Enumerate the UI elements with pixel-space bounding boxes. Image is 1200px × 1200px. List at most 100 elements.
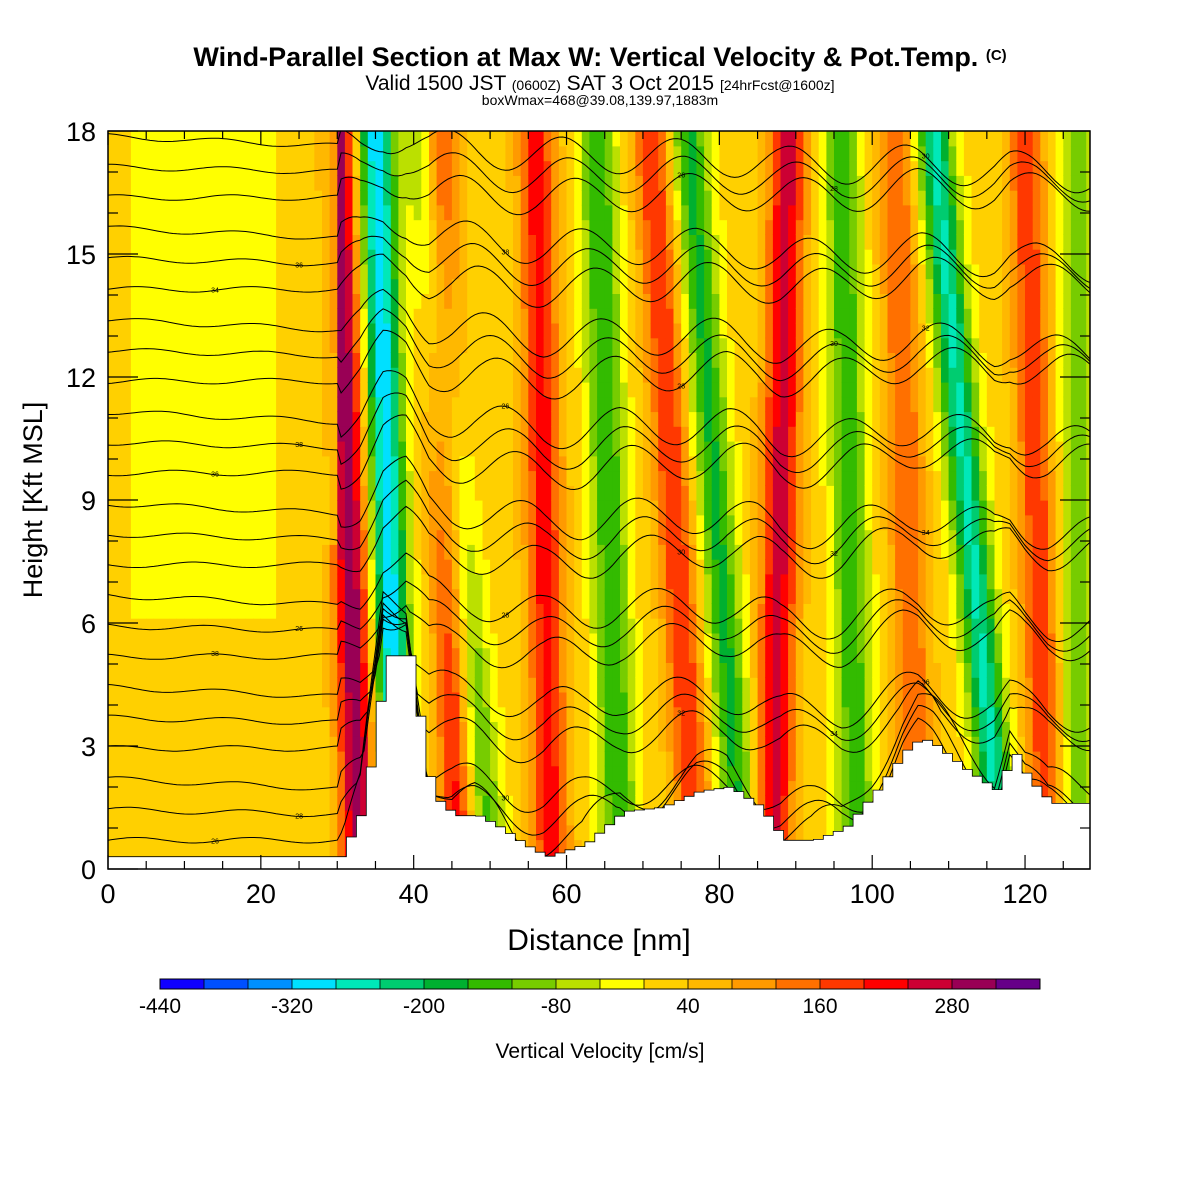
velocity-cell	[536, 219, 545, 235]
velocity-cell	[199, 337, 208, 353]
velocity-cell	[138, 573, 147, 590]
velocity-cell	[642, 618, 652, 634]
velocity-cell	[780, 603, 789, 619]
velocity-cell	[765, 411, 774, 427]
velocity-cell	[291, 308, 300, 324]
velocity-cell	[765, 322, 774, 339]
velocity-cell	[123, 721, 132, 737]
velocity-cell	[108, 559, 117, 575]
velocity-cell	[153, 810, 163, 826]
velocity-cell	[742, 411, 751, 427]
velocity-cell	[742, 308, 751, 324]
velocity-cell	[253, 204, 262, 221]
velocity-cell	[344, 263, 354, 280]
velocity-cell	[299, 677, 308, 693]
velocity-cell	[642, 691, 652, 708]
velocity-cell	[138, 780, 147, 796]
velocity-cell	[153, 780, 163, 796]
velocity-cell	[788, 750, 797, 767]
velocity-cell	[329, 293, 338, 309]
velocity-cell	[841, 647, 850, 663]
velocity-cell	[283, 618, 292, 634]
velocity-cell	[734, 249, 743, 265]
velocity-cell	[352, 455, 361, 472]
velocity-cell	[811, 204, 820, 221]
velocity-cell	[268, 647, 277, 663]
velocity-cell	[520, 204, 529, 221]
velocity-cell	[772, 721, 782, 737]
velocity-cell	[192, 632, 201, 649]
velocity-cell	[497, 485, 506, 501]
velocity-cell	[344, 175, 354, 191]
velocity-cell	[497, 234, 506, 250]
velocity-cell	[467, 455, 476, 472]
velocity-cell	[818, 219, 827, 235]
velocity-cell	[818, 559, 827, 575]
velocity-cell	[474, 131, 483, 147]
velocity-cell	[749, 131, 759, 147]
velocity-cell	[558, 308, 568, 324]
velocity-cell	[566, 485, 575, 501]
velocity-cell	[665, 514, 675, 531]
velocity-cell	[444, 765, 453, 782]
velocity-cell	[658, 160, 667, 176]
velocity-cell	[543, 618, 552, 634]
velocity-cell	[276, 426, 285, 442]
velocity-cell	[276, 441, 285, 457]
velocity-cell	[314, 780, 323, 796]
velocity-cell	[490, 765, 499, 782]
velocity-cell	[169, 662, 178, 678]
velocity-cell	[627, 573, 636, 590]
velocity-cell	[627, 500, 636, 516]
velocity-cell	[834, 308, 843, 324]
velocity-cell	[581, 190, 590, 206]
velocity-cell	[406, 293, 415, 309]
velocity-cell	[337, 618, 346, 634]
velocity-cell	[237, 706, 247, 722]
velocity-cell	[199, 588, 208, 604]
velocity-cell	[780, 367, 789, 383]
velocity-cell	[367, 573, 376, 590]
velocity-cell	[704, 219, 713, 235]
velocity-cell	[811, 721, 820, 737]
velocity-cell	[169, 795, 178, 811]
velocity-cell	[161, 765, 170, 782]
velocity-cell	[138, 455, 147, 472]
velocity-cell	[474, 278, 483, 294]
velocity-cell	[444, 441, 453, 457]
velocity-cell	[536, 544, 545, 560]
velocity-cell	[558, 677, 568, 693]
velocity-cell	[566, 573, 575, 590]
velocity-cell	[406, 603, 415, 619]
velocity-cell	[153, 131, 163, 147]
velocity-cell	[780, 588, 789, 604]
velocity-cell	[482, 750, 491, 767]
velocity-cell	[513, 308, 522, 324]
velocity-cell	[329, 603, 338, 619]
velocity-cell	[536, 662, 545, 678]
velocity-cell	[436, 293, 445, 309]
velocity-cell	[123, 780, 132, 796]
velocity-cell	[222, 677, 231, 693]
velocity-cell	[589, 485, 598, 501]
velocity-cell	[115, 145, 124, 162]
velocity-cell	[757, 765, 766, 782]
velocity-cell	[513, 131, 522, 132]
velocity-cell	[268, 293, 277, 309]
velocity-cell	[780, 381, 789, 398]
velocity-cell	[543, 544, 552, 560]
velocity-cell	[176, 485, 185, 501]
velocity-cell	[719, 441, 728, 457]
velocity-cell	[681, 603, 690, 619]
velocity-cell	[612, 795, 621, 811]
velocity-cell	[704, 322, 713, 339]
velocity-cell	[513, 455, 522, 472]
velocity-cell	[834, 131, 843, 132]
velocity-cell	[451, 736, 461, 752]
velocity-cell	[482, 131, 491, 132]
velocity-cell	[650, 278, 659, 294]
velocity-cell	[650, 263, 659, 280]
velocity-cell	[176, 322, 185, 339]
velocity-cell	[260, 411, 269, 427]
velocity-cell	[436, 706, 445, 722]
